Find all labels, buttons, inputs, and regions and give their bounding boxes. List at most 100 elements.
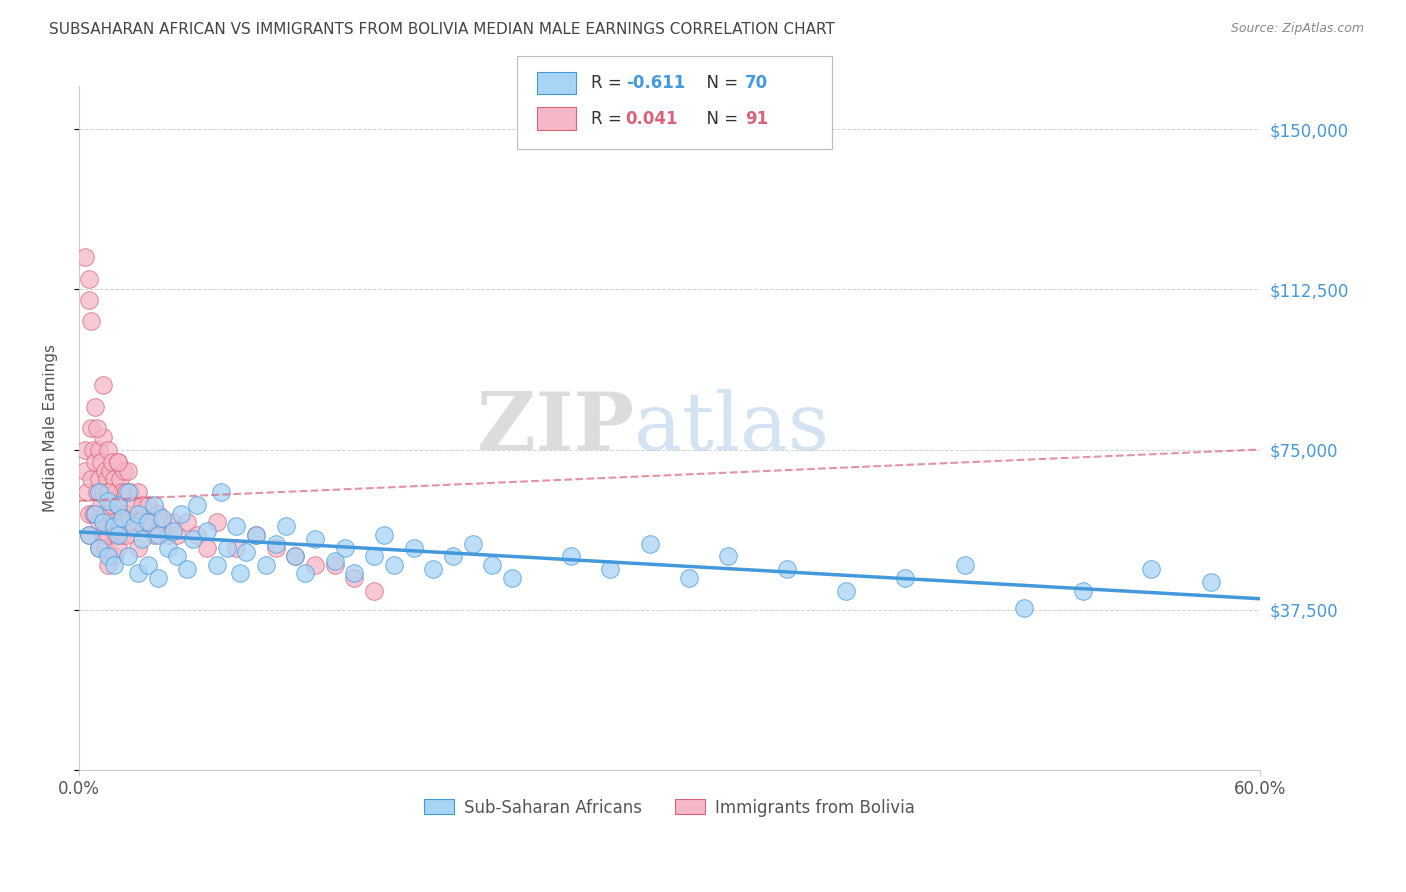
Point [131,533,153,547]
Text: N =: N = [696,110,744,128]
Point [599,562,621,576]
Point [245,528,267,542]
Point [107,455,129,469]
Point [77,293,100,307]
Point [91,528,114,542]
Point [254,558,277,572]
Point [90,455,112,469]
Point [142,498,165,512]
Point [96,473,118,487]
Point [121,515,143,529]
Point [142,528,165,542]
Point [117,485,139,500]
Point [103,515,125,529]
Point [110,515,132,529]
Point [638,536,661,550]
Point [422,562,444,576]
Point [146,507,169,521]
Point [83,455,105,469]
Point [235,545,257,559]
Point [382,558,405,572]
Point [156,541,179,555]
Point [115,528,138,542]
Text: R =: R = [591,74,627,92]
Point [560,549,582,564]
Point [284,549,307,564]
Point [343,566,366,581]
Point [107,541,129,555]
Point [83,507,105,521]
Point [80,314,103,328]
Point [120,485,142,500]
Legend: Sub-Saharan Africans, Immigrants from Bolivia: Sub-Saharan Africans, Immigrants from Bo… [418,792,921,823]
Point [93,541,115,555]
Point [363,549,385,564]
Point [146,528,169,542]
Point [112,507,135,521]
Point [111,528,134,542]
Text: ZIP: ZIP [477,389,634,467]
Point [195,524,218,538]
Point [1140,562,1163,576]
Point [101,498,124,512]
Point [205,515,228,529]
Point [1012,600,1035,615]
Point [122,498,145,512]
Point [97,558,120,572]
Point [717,549,740,564]
Point [97,549,120,564]
Point [461,536,484,550]
Point [125,515,148,529]
Point [93,464,115,478]
Point [97,493,120,508]
Point [156,528,179,542]
Point [82,507,104,521]
Point [97,485,120,500]
Point [195,541,218,555]
Point [1071,583,1094,598]
Point [186,528,208,542]
Text: 0.041: 0.041 [626,110,678,128]
Point [481,558,503,572]
Point [150,511,173,525]
Point [122,519,145,533]
Point [131,498,153,512]
Point [501,571,523,585]
Point [284,549,307,564]
Point [139,515,162,529]
Point [100,507,122,521]
Point [225,519,247,533]
Point [136,558,159,572]
Point [107,498,129,512]
Point [333,541,356,555]
Point [162,515,184,529]
Point [103,473,125,487]
Point [323,558,346,572]
Point [73,442,96,457]
Point [181,533,204,547]
Point [101,455,124,469]
Point [953,558,976,572]
Point [264,541,287,555]
Point [91,515,114,529]
Point [103,519,125,533]
Point [294,566,316,581]
Point [245,528,267,542]
Point [73,464,96,478]
Point [264,536,287,550]
Text: atlas: atlas [634,389,830,467]
Point [115,485,138,500]
Point [107,455,129,469]
Text: SUBSAHARAN AFRICAN VS IMMIGRANTS FROM BOLIVIA MEDIAN MALE EARNINGS CORRELATION C: SUBSAHARAN AFRICAN VS IMMIGRANTS FROM BO… [49,22,835,37]
Point [441,549,464,564]
Point [82,442,104,457]
Text: N =: N = [696,74,744,92]
Point [77,271,100,285]
Point [835,583,858,598]
Y-axis label: Median Male Earnings: Median Male Earnings [44,344,58,512]
Point [111,485,134,500]
Point [229,566,252,581]
Point [112,464,135,478]
Point [91,378,114,392]
Point [117,515,139,529]
